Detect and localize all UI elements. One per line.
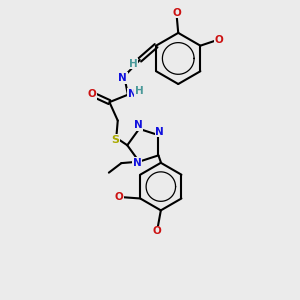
Text: H: H [129,58,138,68]
Text: O: O [153,226,162,236]
Text: O: O [172,8,181,18]
Text: N: N [133,158,142,168]
Text: O: O [114,192,123,202]
Text: N: N [155,127,164,136]
Text: O: O [87,89,96,99]
Text: N: N [128,88,136,98]
Text: N: N [134,120,142,130]
Text: S: S [112,135,120,145]
Text: O: O [215,35,224,45]
Text: H: H [135,86,143,96]
Text: N: N [118,73,127,83]
